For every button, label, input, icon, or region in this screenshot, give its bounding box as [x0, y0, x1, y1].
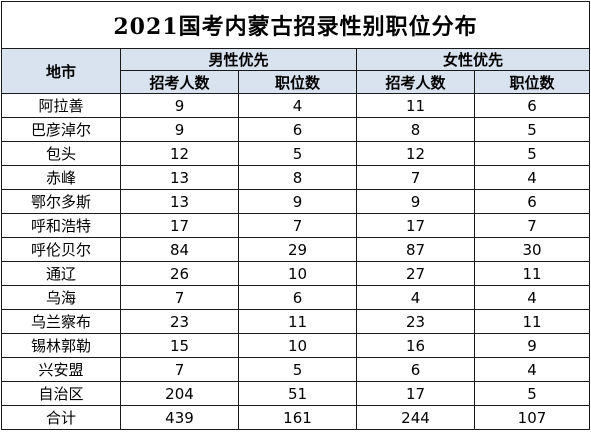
city-cell: 呼伦贝尔 [1, 237, 121, 262]
city-cell: 赤峰 [1, 165, 121, 190]
male-recruits-cell: 9 [120, 93, 239, 118]
female-positions-header: 职位数 [474, 70, 590, 94]
table-row: 包头 12 5 12 5 [1, 141, 590, 166]
female-recruits-cell: 6 [356, 357, 475, 382]
table-row: 合计 439 161 244 107 [1, 405, 590, 430]
male-positions-cell: 29 [238, 237, 357, 262]
table-row: 兴安盟 7 5 6 4 [1, 357, 590, 382]
female-recruits-cell: 7 [356, 165, 475, 190]
male-recruits-cell: 204 [120, 381, 239, 406]
male-recruits-cell: 13 [120, 165, 239, 190]
female-positions-cell: 107 [474, 405, 590, 430]
table-row: 乌兰察布 23 11 23 11 [1, 309, 590, 334]
female-recruits-cell: 244 [356, 405, 475, 430]
female-recruits-cell: 23 [356, 309, 475, 334]
table-row: 呼和浩特 17 7 17 7 [1, 213, 590, 238]
city-cell: 乌兰察布 [1, 309, 121, 334]
female-recruits-cell: 4 [356, 285, 475, 310]
male-recruits-cell: 13 [120, 189, 239, 214]
city-cell: 合计 [1, 405, 121, 430]
male-recruits-cell: 12 [120, 141, 239, 166]
female-recruits-cell: 17 [356, 213, 475, 238]
table-row: 乌海 7 6 4 4 [1, 285, 590, 310]
city-cell: 阿拉善 [1, 93, 121, 118]
male-positions-cell: 11 [238, 309, 357, 334]
female-recruits-cell: 87 [356, 237, 475, 262]
female-positions-cell: 9 [474, 333, 590, 358]
table-row: 赤峰 13 8 7 4 [1, 165, 590, 190]
female-positions-cell: 6 [474, 93, 590, 118]
female-recruits-cell: 9 [356, 189, 475, 214]
female-positions-cell: 11 [474, 261, 590, 286]
female-positions-cell: 5 [474, 117, 590, 142]
female-recruits-cell: 16 [356, 333, 475, 358]
city-cell: 鄂尔多斯 [1, 189, 121, 214]
table-row: 巴彦淖尔 9 6 8 5 [1, 117, 590, 142]
female-positions-cell: 30 [474, 237, 590, 262]
city-cell: 巴彦淖尔 [1, 117, 121, 142]
male-positions-cell: 8 [238, 165, 357, 190]
male-positions-cell: 10 [238, 333, 357, 358]
female-positions-cell: 11 [474, 309, 590, 334]
male-positions-cell: 10 [238, 261, 357, 286]
male-recruits-cell: 26 [120, 261, 239, 286]
table-row: 呼伦贝尔 84 29 87 30 [1, 237, 590, 262]
city-cell: 包头 [1, 141, 121, 166]
female-recruits-cell: 12 [356, 141, 475, 166]
male-positions-cell: 161 [238, 405, 357, 430]
female-positions-cell: 4 [474, 285, 590, 310]
male-positions-cell: 5 [238, 141, 357, 166]
female-priority-header: 女性优先 [356, 48, 590, 71]
male-recruits-cell: 7 [120, 357, 239, 382]
male-positions-cell: 51 [238, 381, 357, 406]
region-header: 地市 [1, 48, 121, 94]
female-recruits-header: 招考人数 [356, 70, 475, 94]
male-recruits-cell: 9 [120, 117, 239, 142]
female-positions-cell: 6 [474, 189, 590, 214]
table-title: 2021国考内蒙古招录性别职位分布 [1, 1, 590, 49]
male-recruits-header: 招考人数 [120, 70, 239, 94]
male-priority-header: 男性优先 [120, 48, 357, 71]
male-recruits-cell: 84 [120, 237, 239, 262]
male-recruits-cell: 15 [120, 333, 239, 358]
male-positions-cell: 5 [238, 357, 357, 382]
table-row: 锡林郭勒 15 10 16 9 [1, 333, 590, 358]
male-positions-cell: 9 [238, 189, 357, 214]
female-recruits-cell: 27 [356, 261, 475, 286]
city-cell: 锡林郭勒 [1, 333, 121, 358]
city-cell: 自治区 [1, 381, 121, 406]
table-row: 鄂尔多斯 13 9 9 6 [1, 189, 590, 214]
female-recruits-cell: 8 [356, 117, 475, 142]
male-recruits-cell: 23 [120, 309, 239, 334]
table-row: 通辽 26 10 27 11 [1, 261, 590, 286]
male-positions-cell: 6 [238, 117, 357, 142]
female-positions-cell: 4 [474, 357, 590, 382]
table-row: 自治区 204 51 17 5 [1, 381, 590, 406]
city-cell: 呼和浩特 [1, 213, 121, 238]
female-positions-cell: 4 [474, 165, 590, 190]
female-recruits-cell: 11 [356, 93, 475, 118]
female-positions-cell: 5 [474, 381, 590, 406]
male-recruits-cell: 439 [120, 405, 239, 430]
male-positions-cell: 6 [238, 285, 357, 310]
male-positions-cell: 4 [238, 93, 357, 118]
city-cell: 通辽 [1, 261, 121, 286]
city-cell: 乌海 [1, 285, 121, 310]
table-row: 阿拉善 9 4 11 6 [1, 93, 590, 118]
male-positions-cell: 7 [238, 213, 357, 238]
city-cell: 兴安盟 [1, 357, 121, 382]
male-recruits-cell: 7 [120, 285, 239, 310]
male-recruits-cell: 17 [120, 213, 239, 238]
female-positions-cell: 7 [474, 213, 590, 238]
female-recruits-cell: 17 [356, 381, 475, 406]
female-positions-cell: 5 [474, 141, 590, 166]
male-positions-header: 职位数 [238, 70, 357, 94]
